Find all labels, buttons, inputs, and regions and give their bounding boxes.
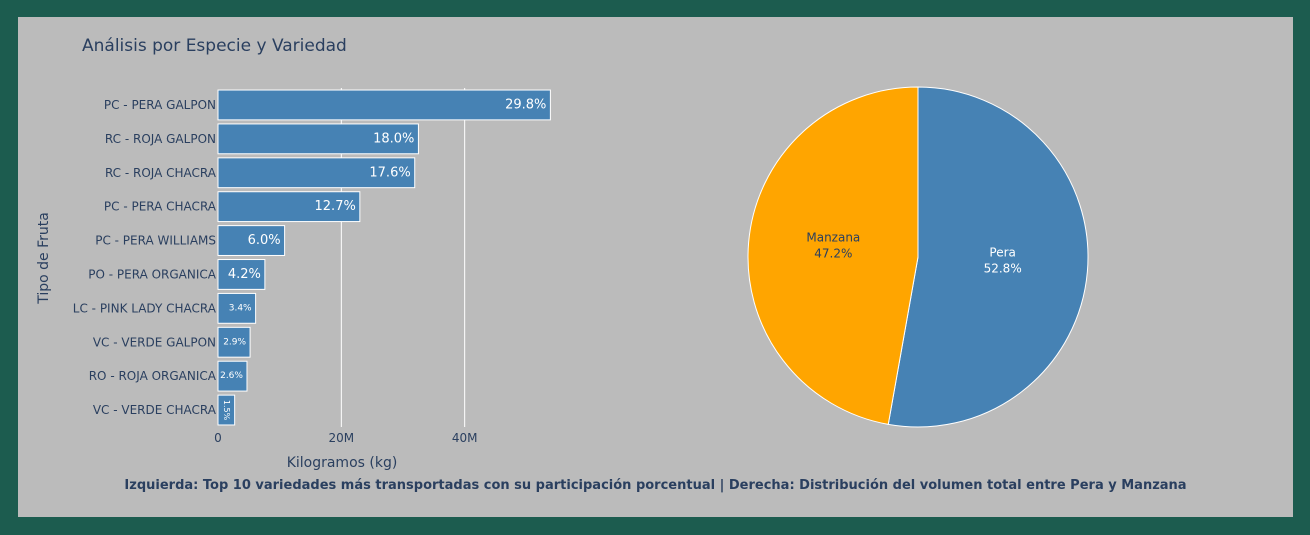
- pie-slice-pera: [887, 86, 1089, 428]
- y-tick-label: LC - PINK LADY CHACRA: [73, 301, 217, 315]
- chart-canvas: 29.8% 18.0% 17.6% 12.7% 6.0% 4.2% 3.4% 2.9% 2.6%…: [36, 86, 1089, 471]
- y-tick-label: RO - ROJA ORGANICA: [89, 369, 217, 383]
- x-tick-label: 40M: [452, 431, 478, 445]
- bar-data-label: 12.7%: [315, 199, 356, 214]
- bar: [217, 191, 361, 223]
- pie-slice-percent: 52.8%: [984, 261, 1022, 275]
- bar-data-label: 3.4%: [229, 303, 252, 313]
- y-tick-label: PC - PERA GALPON: [104, 98, 216, 112]
- bar-data-label: 2.6%: [220, 371, 243, 381]
- x-tick-label: 0: [214, 431, 222, 445]
- bar: [217, 259, 266, 290]
- y-axis-title: Tipo de Fruta: [36, 212, 52, 305]
- y-tick-label: VC - VERDE CHACRA: [93, 403, 217, 417]
- bar: [217, 89, 551, 121]
- bar-series: 29.8% 18.0% 17.6% 12.7% 6.0% 4.2% 3.4% 2.9% 2.6%…: [217, 89, 551, 426]
- x-axis-title: Kilogramos (kg): [287, 455, 398, 471]
- y-tick-label: RC - ROJA CHACRA: [105, 166, 217, 180]
- chart-title: Análisis por Especie y Variedad: [82, 36, 347, 56]
- pie-slice-percent: 47.2%: [814, 247, 852, 261]
- bar: [217, 394, 236, 426]
- bar-data-label: 29.8%: [505, 97, 546, 112]
- x-tick-labels: 0 20M 40M: [214, 431, 477, 445]
- chart-caption: Izquierda: Top 10 variedades más transpo…: [124, 478, 1187, 493]
- y-tick-label: RC - ROJA GALPON: [105, 132, 216, 146]
- pie-slice-manzana: [747, 86, 919, 425]
- bar: [217, 225, 286, 256]
- y-tick-label: PO - PERA ORGANICA: [88, 267, 217, 281]
- bar-data-label: 6.0%: [248, 233, 281, 248]
- bar: [217, 157, 416, 189]
- bar-data-label: 18.0%: [373, 131, 414, 146]
- pie-slice-name: Pera: [989, 245, 1015, 259]
- bar-data-label: 2.9%: [223, 337, 246, 347]
- y-tick-label: VC - VERDE GALPON: [93, 335, 216, 349]
- y-tick-label: PC - PERA CHACRA: [104, 200, 217, 214]
- bar: [217, 292, 257, 324]
- bar: [217, 123, 419, 155]
- chart-panel: Análisis por Especie y Variedad 29.8% 18.…: [18, 17, 1293, 517]
- bar: [217, 326, 251, 358]
- pie-chart: Pera 52.8% Manzana 47.2%: [747, 86, 1089, 428]
- pie-slice-name: Manzana: [806, 231, 860, 245]
- x-tick-label: 20M: [329, 431, 355, 445]
- y-tick-labels: PC - PERA GALPON RC - ROJA GALPON RC - ROJ…: [73, 98, 217, 417]
- bar-data-label: 1.5%: [222, 400, 231, 421]
- bar-data-label: 4.2%: [228, 267, 261, 282]
- y-tick-label: PC - PERA WILLIAMS: [95, 234, 216, 248]
- bar: [217, 360, 248, 392]
- bar-data-label: 17.6%: [369, 165, 410, 180]
